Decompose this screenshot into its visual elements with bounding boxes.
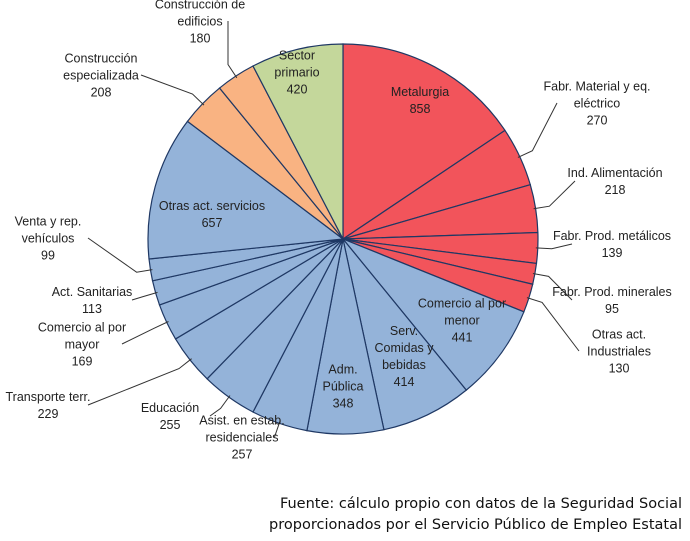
slice-label-1: Fabr. Material y eq. eléctrico 270 [544,80,651,128]
slice-name-7: Comidas y [374,341,434,355]
slice-name-0: Metalurgia [391,85,449,99]
leader-line-3 [535,243,573,250]
chart-area: Metalurgia 858 Fabr. Material y eq. eléctri… [6,0,672,462]
slice-name-8: Adm. [328,363,357,377]
leader-line-13 [131,291,158,301]
source-line-1: Fuente: cálculo propio con datos de la S… [279,496,682,512]
slice-value-13: 113 [82,302,102,316]
slice-name-6: Comercio al por [418,297,506,311]
slice-value-10: 255 [160,418,181,432]
slice-name-17: edificios [177,15,222,29]
slice-label-12: Comercio al por mayor 169 [38,321,126,369]
leader-line-4 [532,273,573,301]
slice-label-6: Comercio al por menor 441 [418,297,506,345]
slice-value-4: 95 [605,302,619,316]
slice-name-1: eléctrico [574,97,621,111]
slice-value-17: 180 [190,32,211,46]
leader-line-9 [274,421,281,437]
slice-value-18: 420 [287,83,308,97]
slice-value-5: 130 [609,362,630,376]
leader-line-10 [209,395,231,417]
slice-label-16: Construcción especializada 208 [63,52,139,100]
leader-line-5 [526,297,580,352]
slice-value-15: 657 [202,216,223,230]
slice-name-12: Comercio al por [38,321,126,335]
slice-label-17: Construcción de edificios 180 [155,0,245,46]
slice-value-16: 208 [91,86,112,100]
slice-value-6: 441 [452,331,473,345]
pie-slice-18 [252,43,344,240]
slice-name-18: Sector [279,49,315,63]
leader-line-14 [87,237,153,273]
slice-label-8: Adm. Pública 348 [323,363,364,411]
slice-name-15: Otras act. servicios [159,199,265,213]
slice-name-5: Industriales [587,345,651,359]
slice-label-18: Sector primario 420 [274,49,319,97]
slice-label-4: Fabr. Prod. minerales 95 [552,285,672,316]
slice-name-16: especializada [63,69,139,83]
slice-name-7: bebidas [382,358,426,372]
leader-line-11 [87,358,192,406]
slice-label-11: Transporte terr. 229 [6,390,91,421]
slice-name-14: vehículos [22,232,75,246]
slice-label-0: Metalurgia 858 [391,85,449,116]
slice-label-15: Otras act. servicios 657 [159,199,265,230]
pie-slice-15 [147,120,345,260]
slice-name-16: Construcción [65,52,138,66]
slice-name-2: Ind. Alimentación [567,166,662,180]
slice-name-12: mayor [65,338,100,352]
slice-name-11: Transporte terr. [6,390,91,404]
slice-value-3: 139 [602,246,623,260]
pie-chart: Metalurgia 858 Fabr. Material y eq. eléctri… [6,0,672,462]
slice-label-13: Act. Sanitarias 113 [52,285,133,316]
slice-name-14: Venta y rep. [15,215,82,229]
slice-label-3: Fabr. Prod. metálicos 139 [553,229,671,260]
slice-label-9: Asist. en estab. residenciales 257 [199,414,284,462]
pie-slice-0 [342,43,506,241]
slice-name-5: Otras act. [592,328,646,342]
slice-name-17: Construcción de [155,0,245,12]
slice-name-9: Asist. en estab. [199,414,284,428]
slice-value-0: 858 [410,102,431,116]
leader-line-2 [533,180,576,210]
slice-name-6: menor [444,314,479,328]
leader-line-12 [121,321,169,345]
slice-name-9: residenciales [206,431,279,445]
slice-name-3: Fabr. Prod. metálicos [553,229,671,243]
slice-value-11: 229 [38,407,59,421]
slice-name-4: Fabr. Prod. minerales [552,285,672,299]
slice-value-7: 414 [394,375,415,389]
slice-name-7: Serv. [390,324,418,338]
slice-value-14: 99 [41,249,55,263]
slice-value-9: 257 [232,448,253,462]
slice-label-10: Educación 255 [141,401,199,432]
pie-slice-6 [342,238,525,391]
slice-value-1: 270 [587,114,608,128]
slice-label-7: Serv. Comidas y bebidas 414 [374,324,434,389]
slice-name-13: Act. Sanitarias [52,285,133,299]
slice-label-5: Otras act. Industriales 130 [587,328,651,376]
source-note: Fuente: cálculo propio con datos de la S… [269,494,682,536]
slice-label-2: Ind. Alimentación 218 [567,166,662,197]
slice-label-14: Venta y rep. vehículos 99 [15,215,82,263]
slice-value-8: 348 [333,397,354,411]
leader-line-16 [140,74,205,106]
slice-name-8: Pública [323,380,364,394]
slice-name-18: primario [274,66,319,80]
slice-name-10: Educación [141,401,199,415]
source-line-2: proporcionados por el Servicio Público d… [269,517,682,533]
slice-name-1: Fabr. Material y eq. [544,80,651,94]
leader-line-17 [227,21,238,79]
slice-value-2: 218 [605,183,626,197]
slice-value-12: 169 [72,355,93,369]
leader-line-1 [517,102,558,158]
